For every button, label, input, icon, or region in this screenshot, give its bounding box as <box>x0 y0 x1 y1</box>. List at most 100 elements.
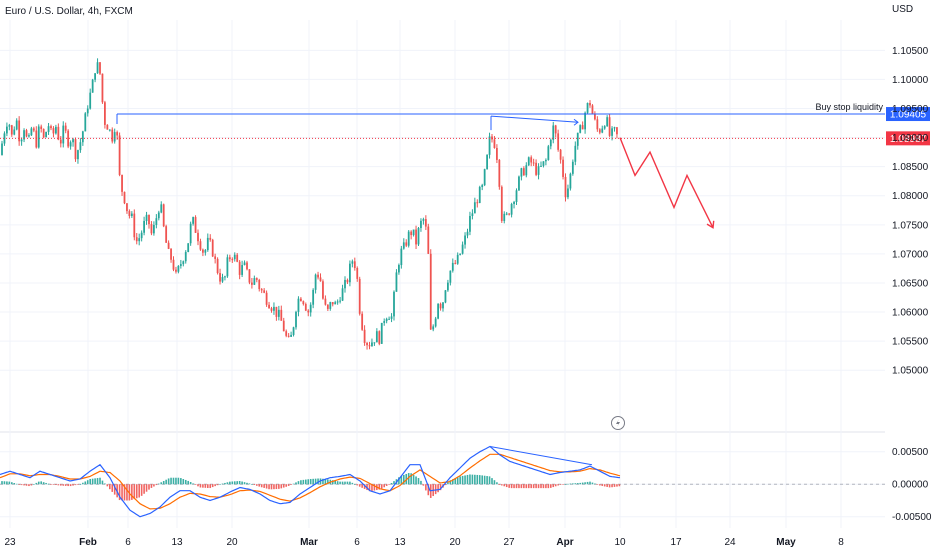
candle-body <box>42 128 45 138</box>
macd-histogram-bar <box>456 477 459 485</box>
macd-histogram-bar <box>525 484 528 489</box>
candle-body <box>277 309 280 317</box>
candle-body <box>157 212 160 219</box>
candle-body <box>67 130 70 147</box>
macd-histogram-bar <box>403 474 405 485</box>
macd-histogram-bar <box>449 480 452 485</box>
candle-body <box>20 139 23 142</box>
candle-body <box>187 243 190 252</box>
candle-body <box>121 174 123 192</box>
liquidity-ray <box>490 115 579 123</box>
candle-body <box>576 132 579 146</box>
macd-histogram-bar <box>285 484 287 487</box>
macd-histogram-bar <box>576 483 579 485</box>
candle-body <box>361 313 364 330</box>
candle-body <box>375 331 378 343</box>
candle-body <box>84 113 87 132</box>
macd-histogram-bar <box>126 484 128 501</box>
macd-histogram-bar <box>493 480 496 485</box>
candle-body <box>246 262 248 270</box>
candle-body <box>393 291 395 317</box>
candle-body <box>559 149 562 160</box>
macd-histogram-bar <box>40 481 42 485</box>
macd-histogram-bar <box>82 482 84 485</box>
macd-histogram-bar <box>579 482 581 485</box>
x-tick-label: 24 <box>724 537 736 548</box>
candle-body <box>96 62 99 74</box>
macd-histogram-bar <box>231 481 234 485</box>
candle-body <box>616 127 618 135</box>
candle-body <box>253 278 256 285</box>
candle-body <box>358 278 361 314</box>
candle-body <box>123 191 126 204</box>
macd-histogram-bar <box>354 484 356 485</box>
macd-histogram-bar <box>52 484 55 485</box>
projection-arrowhead <box>706 220 715 229</box>
x-tick-label: 20 <box>226 537 238 548</box>
macd-histogram-bar <box>37 481 40 485</box>
x-tick-label: Feb <box>79 537 97 548</box>
x-tick-label: 8 <box>838 537 844 548</box>
macd-histogram-bar <box>400 475 403 485</box>
y-tick-label: 1.10500 <box>892 46 929 57</box>
macd-histogram-bar <box>45 482 47 485</box>
candle-body <box>567 188 569 198</box>
candle-body <box>505 213 508 215</box>
candle-body <box>273 306 275 311</box>
current-price-tag <box>886 131 930 146</box>
macd-histogram-bar <box>25 484 28 486</box>
macd-histogram-bar <box>535 484 537 489</box>
macd-histogram-bar <box>248 483 251 485</box>
candle-body <box>197 232 199 242</box>
macd-histogram-bar <box>256 484 258 486</box>
macd-histogram-bar <box>309 478 312 485</box>
candle-body <box>170 248 172 260</box>
candle-body <box>150 224 153 234</box>
candle-body <box>461 244 464 254</box>
candle-body <box>603 126 606 129</box>
y-tick-label: 1.08500 <box>892 162 929 173</box>
candle-body <box>32 128 35 131</box>
x-tick-label: 23 <box>4 537 16 548</box>
candle-body <box>52 128 55 134</box>
macd-histogram-bar <box>466 474 469 485</box>
macd-histogram-bar <box>23 484 25 486</box>
macd-histogram-bar <box>349 481 351 485</box>
replay-icon[interactable] <box>611 416 625 430</box>
macd-histogram-bar <box>77 484 79 485</box>
candle-body <box>508 213 511 215</box>
macd-histogram-bar <box>388 484 390 485</box>
candle-body <box>243 262 246 266</box>
macd-histogram-bar <box>226 482 229 485</box>
candle-body <box>429 253 432 330</box>
x-tick-label: 20 <box>449 537 461 548</box>
macd-histogram-bar <box>89 478 91 485</box>
x-tick-label: 6 <box>354 537 360 548</box>
candle-body <box>148 214 150 225</box>
macd-histogram-bar <box>314 478 317 485</box>
currency-label: USD <box>892 4 913 15</box>
macd-histogram-bar <box>520 484 523 489</box>
macd-histogram-bar <box>199 484 202 488</box>
macd-histogram-bar <box>415 476 417 485</box>
candle-body <box>383 321 386 323</box>
macd-histogram-bar <box>469 474 471 485</box>
signal-line <box>0 453 621 510</box>
macd-histogram-bar <box>123 484 126 501</box>
candle-body <box>25 130 28 137</box>
macd-histogram-bar <box>344 481 346 485</box>
candle-body <box>598 129 601 133</box>
candle-body <box>395 272 398 292</box>
macd-histogram-bar <box>586 481 589 485</box>
macd-histogram-bar <box>35 482 38 485</box>
candle-body <box>498 159 501 187</box>
y-tick-label: 1.10000 <box>892 75 929 86</box>
candle-body <box>275 306 278 317</box>
candle-body <box>13 129 16 135</box>
candle-body <box>287 335 290 337</box>
macd-divergence-line <box>489 446 593 466</box>
candle-body <box>366 342 368 346</box>
candle-body <box>542 161 545 166</box>
